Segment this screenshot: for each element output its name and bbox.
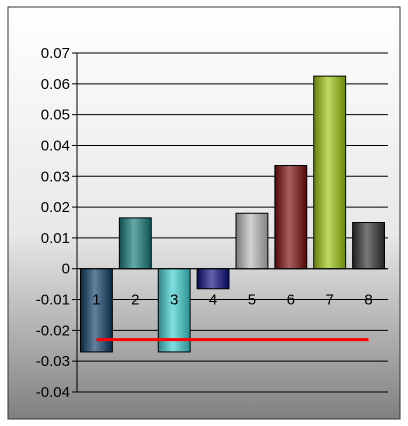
axes bbox=[72, 52, 388, 393]
bar-8 bbox=[352, 222, 386, 270]
y-tick-label: 0.01 bbox=[41, 230, 70, 247]
y-tick-label: -0.02 bbox=[36, 322, 70, 339]
y-tick-label: 0.03 bbox=[41, 168, 70, 185]
y-tick-label: -0.03 bbox=[36, 353, 70, 370]
bar-4 bbox=[196, 268, 230, 290]
bar-5 bbox=[235, 212, 269, 270]
x-tick-label: 7 bbox=[326, 292, 334, 309]
y-tick-label: -0.04 bbox=[36, 384, 70, 401]
x-tick-label: 1 bbox=[92, 292, 100, 309]
x-tick-label: 2 bbox=[131, 292, 139, 309]
x-tick-label: 8 bbox=[364, 292, 372, 309]
bar-2 bbox=[118, 217, 152, 270]
x-tick-label: 4 bbox=[209, 292, 217, 309]
bar-6 bbox=[274, 164, 308, 270]
x-tick-label: 6 bbox=[287, 292, 295, 309]
y-tick-label: 0.07 bbox=[41, 45, 70, 62]
tick-labels: 0.07 0.06 0.05 0.04 0.03 0.02 0.01 0 -0.01 -0.02 -… bbox=[36, 45, 373, 401]
y-tick-label: 0.02 bbox=[41, 199, 70, 216]
x-tick-label: 3 bbox=[170, 292, 178, 309]
y-tick-label: 0.06 bbox=[41, 76, 70, 93]
y-tick-label: 0.04 bbox=[41, 137, 70, 154]
bar-7 bbox=[313, 75, 347, 270]
y-tick-label: -0.01 bbox=[36, 292, 70, 309]
y-tick-label: 0 bbox=[62, 261, 70, 278]
bars bbox=[79, 75, 386, 353]
x-tick-label: 5 bbox=[248, 292, 256, 309]
y-tick-label: 0.05 bbox=[41, 107, 70, 124]
